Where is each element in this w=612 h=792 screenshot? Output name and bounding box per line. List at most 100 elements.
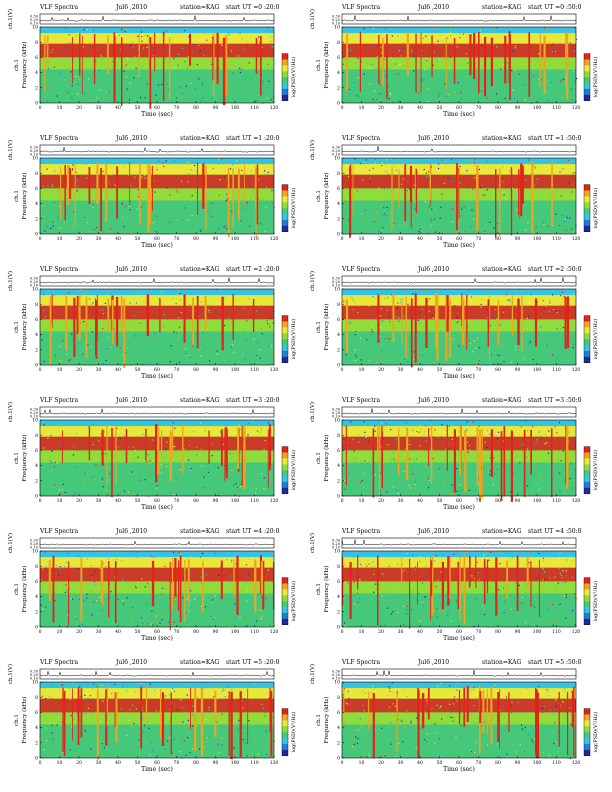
colorbar-label: log(PSD)(V²/Hz) [592,581,599,622]
spectrogram-speckle [147,345,149,348]
trace-tick-label: 0.20 [332,542,341,546]
spectrogram-speckle [428,324,430,327]
spectrogram-speckle [362,88,364,90]
spectrogram-speckle [345,585,348,587]
spectrogram-speckle [67,614,69,616]
spectrogram-speckle [70,726,73,728]
spectrogram-speckle [484,441,486,443]
y-tick-label: 4 [337,201,340,207]
spectrogram-speckle [476,360,479,362]
spectrogram-speckle [558,472,560,474]
spectrogram-speckle [208,323,210,325]
spectrogram-speckle [137,35,139,37]
sferic-streak [78,693,80,735]
sferic-streak [270,691,273,757]
spectrogram-speckle [354,301,356,303]
spectrogram-speckle [418,592,420,595]
spectrogram-speckle [135,313,137,315]
spectrogram-speckle [137,336,140,338]
spectrogram-speckle [218,82,220,84]
spectrogram-speckle [427,98,430,100]
spectrogram-speckle [54,484,56,486]
spectrogram-speckle [480,725,482,727]
spectrogram-speckle [144,724,146,726]
spectrogram-speckle [177,351,179,353]
spectrogram-speckle [264,493,266,495]
spectrogram-speckle [61,360,63,362]
spectrogram-speckle [167,194,169,196]
x-tick-label: 20 [76,629,82,635]
x-tick-label: 70 [476,236,482,242]
spectrogram-speckle [165,748,167,750]
spectrogram-speckle [55,565,58,567]
sferic-streak [200,688,204,756]
spectrogram-speckle [246,604,248,606]
sferic-streak [157,426,160,475]
spectrogram-speckle [144,586,146,588]
spectrogram-image [342,27,578,104]
spectrogram-speckle [160,472,162,474]
spectrogram-image [342,289,576,368]
spectrogram-speckle [395,169,397,172]
colorbar-segment [584,595,590,602]
spectrogram-speckle [217,158,220,160]
spectrogram-speckle [513,603,516,605]
spectrogram-speckle [182,707,184,709]
spectrogram-speckle [555,705,557,707]
spectrogram-speckle [205,574,207,576]
spectrogram-speckle [546,344,548,346]
spectrogram-speckle [166,215,168,217]
spectrogram-speckle [356,220,358,222]
spectrogram-speckle [411,49,413,52]
spectrogram-speckle [360,359,362,361]
spectrogram-speckle [502,686,504,688]
sferic-streak [64,165,66,221]
spectrogram-speckle [406,613,408,615]
spectrogram-speckle [155,615,157,617]
spectrogram-speckle [509,491,511,493]
spectrogram-speckle [443,752,445,754]
spectrogram-speckle [151,90,154,92]
spectrogram-speckle [437,579,439,581]
sferic-streak [479,691,482,724]
spectrogram-speckle [564,220,566,222]
spectrogram-speckle [65,733,67,735]
sferic-streak [105,689,108,746]
spectrogram-speckle [152,34,154,36]
spectrogram-speckle [51,427,53,429]
spectrogram-speckle [494,694,496,696]
spectrogram-speckle [242,707,244,709]
station-label: station=KAG [482,266,521,273]
spectrogram-speckle [271,189,273,191]
spectrogram-speckle [272,322,274,324]
x-tick-label: 60 [154,105,160,111]
spectrogram-speckle [141,161,143,163]
sferic-streak [406,427,409,480]
spectrogram-speckle [382,341,384,343]
spectrogram-speckle [200,576,202,578]
sferic-streak [170,692,172,755]
spectrogram-speckle [153,689,156,692]
spectrogram-speckle [389,690,391,692]
ch1-axis-label: ch.1(V) [309,271,316,291]
spectrogram-speckle [416,464,418,466]
spectrogram-speckle [365,436,367,438]
spectrogram-speckle [229,453,231,455]
spectrogram-speckle [358,578,360,580]
spectrogram-speckle [543,706,545,708]
spectrogram-speckle [78,78,80,80]
y-tick-label: 0 [337,363,340,369]
spectrogram-speckle [432,436,434,438]
sferic-streak [482,690,485,734]
band-upper [342,557,576,568]
spectrogram-speckle [523,356,525,358]
spectrogram-speckle [428,206,430,208]
spectrogram-speckle [569,305,571,307]
sferic-streak [428,428,430,467]
spectrogram-speckle [145,461,148,463]
trace-tick-label: 0.30 [30,669,39,673]
spectrogram-speckle [524,98,526,100]
spectrogram-speckle [378,757,380,759]
spectrogram-speckle [75,171,77,173]
spectrogram-speckle [438,325,440,328]
